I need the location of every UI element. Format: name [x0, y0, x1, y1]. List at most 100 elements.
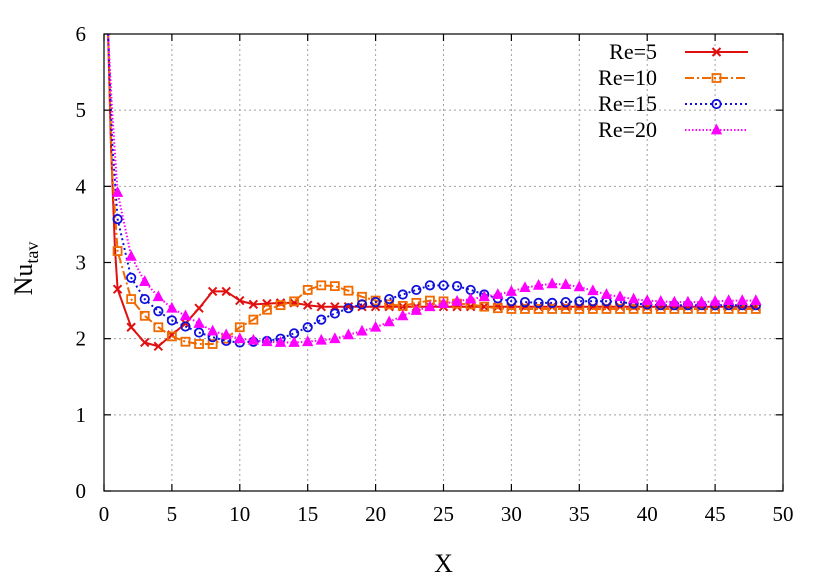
- data-point-re-20: [587, 284, 599, 296]
- data-point-re-5: [357, 301, 367, 312]
- series-layer: [107, 34, 762, 351]
- data-point-re-10: [520, 304, 530, 314]
- data-point-re-20: [234, 332, 246, 344]
- data-point-re-20: [193, 317, 205, 328]
- data-point-re-20: [723, 294, 735, 305]
- data-point-re-5-stroke: [235, 295, 245, 306]
- data-point-re-5-stroke: [357, 301, 367, 312]
- data-point-re-10: [302, 285, 313, 295]
- data-point-re-15: [560, 297, 571, 308]
- data-point-re-20: [356, 324, 368, 336]
- y-tick-label: 4: [76, 174, 87, 198]
- data-point-re-5: [112, 284, 123, 294]
- data-point-re-15: [112, 213, 123, 225]
- y-axis-title-subscript: tav: [22, 242, 42, 264]
- data-point-re-20: [274, 336, 287, 347]
- data-point-re-20: [111, 186, 124, 197]
- x-tick-label: 45: [705, 502, 726, 526]
- data-point-re-5-stroke: [194, 303, 204, 313]
- data-point-re-10: [615, 304, 625, 314]
- data-point-re-15: [574, 296, 585, 307]
- data-point-re-20: [261, 335, 273, 347]
- data-point-re-10: [262, 304, 272, 315]
- data-point-re-20: [505, 285, 518, 296]
- data-point-re-20: [152, 290, 164, 302]
- data-point-re-15: [193, 327, 205, 338]
- data-point-re-10: [560, 304, 571, 314]
- data-point-re-20: [655, 294, 667, 306]
- data-point-re-20: [220, 328, 232, 340]
- y-tick-label: 5: [76, 98, 87, 122]
- series-line-re-15: [107, 34, 756, 344]
- data-point-re-15: [370, 297, 381, 308]
- data-point-re-20: [410, 304, 423, 315]
- x-tick-label: 50: [773, 502, 794, 526]
- data-point-re-5-stroke: [248, 299, 259, 310]
- data-point-re-5: [316, 301, 326, 312]
- data-point-re-5-stroke: [302, 300, 313, 310]
- data-point-re-20: [437, 297, 450, 309]
- legend-label: Re=20: [598, 117, 657, 142]
- data-point-re-5-stroke: [140, 337, 150, 348]
- data-point-re-10: [207, 339, 218, 349]
- data-point-re-20: [383, 315, 395, 327]
- data-point-re-10: [384, 299, 395, 310]
- data-point-re-15: [153, 306, 164, 317]
- data-point-re-20: [125, 250, 137, 261]
- y-tick-label: 1: [76, 403, 87, 427]
- data-point-re-15: [356, 299, 368, 310]
- x-tick-label: 20: [365, 502, 386, 526]
- data-point-re-10: [234, 322, 245, 333]
- data-point-re-10: [275, 300, 286, 311]
- data-point-re-15: [547, 297, 558, 308]
- data-point-re-5: [275, 298, 286, 308]
- data-point-re-5-stroke: [153, 341, 164, 351]
- series-re-20: [107, 34, 762, 347]
- data-point-re-5: [207, 286, 218, 297]
- data-point-re-20: [139, 275, 151, 286]
- data-point-re-10: [126, 294, 137, 304]
- data-point-re-20: [464, 292, 477, 304]
- legend-marker: [711, 47, 722, 57]
- data-point-re-5-stroke: [126, 322, 136, 332]
- data-point-re-15: [397, 289, 408, 300]
- data-point-re-20: [492, 288, 504, 299]
- data-point-re-15: [438, 280, 449, 291]
- data-point-re-15: [343, 303, 354, 314]
- x-tick-label: 0: [99, 502, 110, 526]
- data-point-re-5-stroke: [465, 301, 476, 312]
- legend-entry-re-20: Re=20: [598, 117, 748, 142]
- data-point-re-20: [682, 295, 694, 307]
- data-point-re-20: [641, 294, 653, 305]
- data-point-re-10: [153, 322, 164, 333]
- data-point-re-20: [478, 290, 490, 302]
- data-point-re-20: [302, 335, 314, 347]
- data-point-re-5-stroke: [180, 318, 191, 329]
- data-point-re-20: [247, 333, 260, 345]
- legend-label: Re=15: [598, 91, 657, 116]
- data-point-re-10: [139, 310, 150, 321]
- data-point-re-20: [166, 301, 178, 313]
- data-point-re-15: [587, 296, 598, 307]
- data-point-re-15: [139, 293, 150, 305]
- data-point-re-20: [179, 309, 192, 321]
- data-point-re-10: [316, 280, 327, 291]
- legend-marker-stroke: [711, 47, 722, 57]
- data-point-re-20: [627, 292, 640, 304]
- data-point-re-15: [302, 322, 313, 333]
- legend-marker: [710, 123, 723, 135]
- data-point-re-20: [424, 300, 436, 312]
- data-point-re-5: [126, 322, 136, 332]
- data-point-re-20: [600, 288, 613, 299]
- data-point-re-5: [235, 295, 245, 306]
- legend-label: Re=5: [609, 39, 657, 64]
- y-axis-title-main: Nu: [9, 264, 38, 296]
- data-point-re-20: [560, 278, 572, 289]
- data-point-re-20: [397, 309, 409, 321]
- data-point-re-20: [519, 281, 531, 293]
- data-point-re-20: [532, 278, 545, 290]
- legend-entry-re-5: Re=5: [609, 39, 748, 64]
- x-tick-label: 25: [433, 502, 454, 526]
- data-point-re-20: [315, 333, 327, 345]
